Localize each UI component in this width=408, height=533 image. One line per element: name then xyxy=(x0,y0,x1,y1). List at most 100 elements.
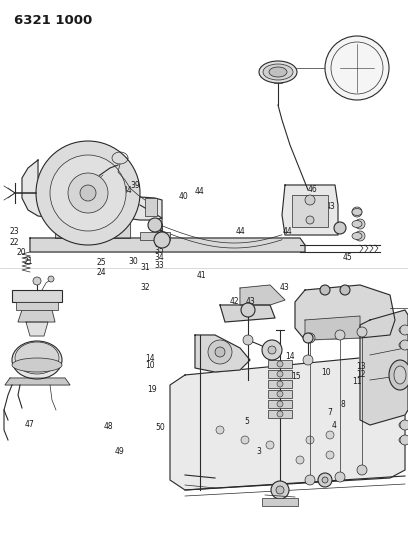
Text: 14: 14 xyxy=(145,354,155,363)
Text: 2H: 2H xyxy=(344,53,352,59)
Ellipse shape xyxy=(394,366,406,384)
Text: 34: 34 xyxy=(122,187,132,195)
Circle shape xyxy=(148,218,162,232)
Polygon shape xyxy=(5,378,70,385)
Polygon shape xyxy=(295,285,395,340)
Circle shape xyxy=(80,185,96,201)
Circle shape xyxy=(277,411,283,417)
Circle shape xyxy=(305,333,315,343)
Text: 34: 34 xyxy=(154,254,164,262)
Text: 47: 47 xyxy=(24,420,34,429)
Polygon shape xyxy=(240,285,285,305)
Text: 10: 10 xyxy=(322,368,331,376)
Circle shape xyxy=(306,436,314,444)
Text: 22: 22 xyxy=(10,238,20,247)
Text: 45: 45 xyxy=(343,254,353,262)
Text: O: O xyxy=(363,53,367,59)
Bar xyxy=(140,232,170,240)
Text: 7: 7 xyxy=(327,408,332,417)
Bar xyxy=(262,498,298,506)
Text: 11: 11 xyxy=(353,377,362,386)
Text: 50: 50 xyxy=(155,424,165,432)
Circle shape xyxy=(357,327,367,337)
Ellipse shape xyxy=(15,342,59,374)
Text: 27: 27 xyxy=(73,215,82,224)
Text: 14: 14 xyxy=(286,352,295,360)
Text: 23: 23 xyxy=(9,227,19,236)
Circle shape xyxy=(305,195,315,205)
Text: 42: 42 xyxy=(229,297,239,306)
Circle shape xyxy=(400,325,408,335)
Polygon shape xyxy=(360,310,408,425)
Text: 15: 15 xyxy=(291,372,301,381)
Circle shape xyxy=(48,276,54,282)
Text: 4H: 4H xyxy=(344,66,352,70)
Text: 25: 25 xyxy=(96,258,106,266)
Circle shape xyxy=(306,216,314,224)
Circle shape xyxy=(326,431,334,439)
Text: 44: 44 xyxy=(282,227,292,236)
Bar xyxy=(268,390,292,398)
Ellipse shape xyxy=(12,358,62,372)
Circle shape xyxy=(322,477,328,483)
Text: 33: 33 xyxy=(154,261,164,270)
Ellipse shape xyxy=(399,436,408,444)
Circle shape xyxy=(241,436,249,444)
Bar xyxy=(268,410,292,418)
Circle shape xyxy=(266,441,274,449)
Polygon shape xyxy=(195,335,250,372)
Bar xyxy=(16,302,58,310)
Circle shape xyxy=(50,155,126,231)
Circle shape xyxy=(400,420,408,430)
Ellipse shape xyxy=(259,61,297,83)
Text: 12: 12 xyxy=(356,370,366,378)
Circle shape xyxy=(271,481,289,499)
Circle shape xyxy=(303,333,313,343)
Circle shape xyxy=(216,426,224,434)
Text: 28: 28 xyxy=(117,192,126,200)
Bar xyxy=(12,290,62,302)
Text: 20: 20 xyxy=(16,248,26,257)
Text: 4L: 4L xyxy=(345,85,351,91)
Circle shape xyxy=(277,361,283,367)
Ellipse shape xyxy=(399,421,408,429)
Circle shape xyxy=(355,231,365,241)
Circle shape xyxy=(318,473,332,487)
Ellipse shape xyxy=(399,341,408,349)
Text: 10: 10 xyxy=(145,361,155,370)
Bar xyxy=(292,195,328,227)
Circle shape xyxy=(355,219,365,229)
Circle shape xyxy=(277,391,283,397)
Bar xyxy=(268,400,292,408)
Polygon shape xyxy=(305,316,360,340)
Circle shape xyxy=(303,355,313,365)
Polygon shape xyxy=(30,238,305,252)
Circle shape xyxy=(276,486,284,494)
Circle shape xyxy=(241,303,255,317)
Circle shape xyxy=(400,435,408,445)
Text: 35: 35 xyxy=(154,246,164,255)
Circle shape xyxy=(340,285,350,295)
Text: 48: 48 xyxy=(103,422,113,431)
Circle shape xyxy=(33,277,41,285)
Polygon shape xyxy=(220,305,275,322)
Circle shape xyxy=(325,36,389,100)
Circle shape xyxy=(268,346,276,354)
Circle shape xyxy=(400,340,408,350)
Text: O: O xyxy=(363,66,367,70)
Circle shape xyxy=(352,207,362,217)
Circle shape xyxy=(208,340,232,364)
Circle shape xyxy=(334,222,346,234)
Text: 30: 30 xyxy=(128,257,138,265)
Polygon shape xyxy=(170,355,405,490)
Text: O: O xyxy=(363,85,367,91)
Text: 43: 43 xyxy=(326,203,335,211)
Bar xyxy=(268,380,292,388)
Text: 43: 43 xyxy=(246,297,255,306)
Text: 5: 5 xyxy=(244,417,249,425)
Text: 39: 39 xyxy=(131,181,140,190)
Text: 43: 43 xyxy=(280,284,290,292)
Ellipse shape xyxy=(352,208,362,215)
Text: 21: 21 xyxy=(24,257,33,265)
Circle shape xyxy=(68,173,108,213)
